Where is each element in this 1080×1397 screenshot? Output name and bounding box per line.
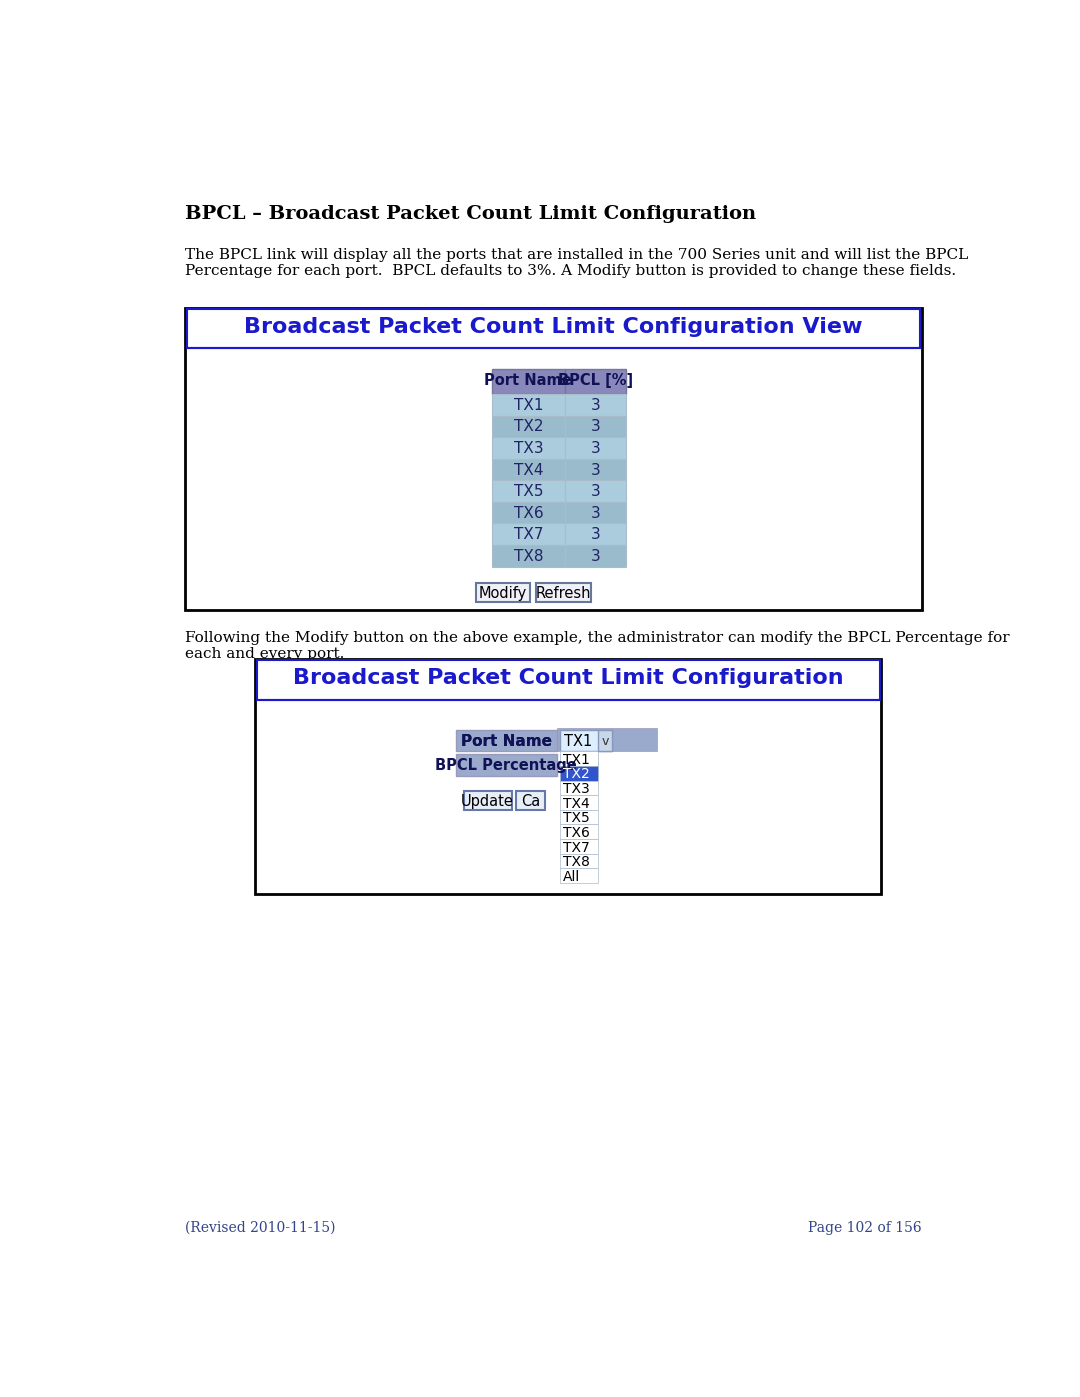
Bar bbox=[491, 437, 565, 458]
Bar bbox=[559, 752, 598, 766]
Bar bbox=[559, 854, 598, 869]
Bar bbox=[515, 791, 545, 810]
Text: TX4: TX4 bbox=[514, 462, 543, 478]
Text: TX1: TX1 bbox=[514, 398, 543, 414]
Text: TX5: TX5 bbox=[514, 485, 543, 499]
Text: Modify: Modify bbox=[480, 585, 527, 601]
Bar bbox=[187, 309, 920, 348]
Text: TX1: TX1 bbox=[565, 735, 593, 749]
Text: Update: Update bbox=[461, 795, 514, 809]
Bar bbox=[456, 729, 556, 752]
Text: BPCL [%]: BPCL [%] bbox=[557, 373, 633, 388]
Bar bbox=[565, 415, 625, 437]
Bar bbox=[491, 458, 565, 481]
Text: The BPCL link will display all the ports that are installed in the 700 Series un: The BPCL link will display all the ports… bbox=[186, 249, 969, 263]
Text: Ca: Ca bbox=[521, 795, 540, 809]
Text: v: v bbox=[602, 735, 609, 749]
Text: Broadcast Packet Count Limit Configuration View: Broadcast Packet Count Limit Configurati… bbox=[244, 317, 863, 337]
Bar bbox=[565, 481, 625, 502]
Bar bbox=[491, 545, 565, 567]
Bar bbox=[255, 659, 881, 894]
Bar bbox=[559, 824, 598, 840]
Bar bbox=[491, 415, 565, 437]
Bar bbox=[559, 810, 598, 824]
Bar bbox=[491, 481, 565, 502]
Text: BPCL – Broadcast Packet Count Limit Configuration: BPCL – Broadcast Packet Count Limit Conf… bbox=[186, 204, 756, 222]
Bar bbox=[559, 766, 598, 781]
Text: (Revised 2010-11-15): (Revised 2010-11-15) bbox=[186, 1221, 336, 1235]
Text: 3: 3 bbox=[591, 527, 600, 542]
Bar bbox=[565, 458, 625, 481]
Bar bbox=[556, 728, 658, 752]
Text: TX6: TX6 bbox=[563, 826, 590, 840]
Text: Port Name: Port Name bbox=[485, 373, 572, 388]
Bar bbox=[491, 394, 565, 415]
Bar bbox=[186, 307, 921, 609]
Text: TX7: TX7 bbox=[514, 527, 543, 542]
Text: 3: 3 bbox=[591, 398, 600, 414]
Bar bbox=[559, 781, 598, 795]
Text: 3: 3 bbox=[591, 419, 600, 434]
Text: 3: 3 bbox=[591, 441, 600, 455]
Text: Broadcast Packet Count Limit Configuration: Broadcast Packet Count Limit Configurati… bbox=[293, 668, 843, 689]
Text: 3: 3 bbox=[591, 485, 600, 499]
Text: TX7: TX7 bbox=[563, 841, 590, 855]
Bar bbox=[491, 369, 565, 394]
Bar bbox=[565, 502, 625, 524]
Bar bbox=[476, 584, 530, 602]
Bar bbox=[491, 502, 565, 524]
Bar bbox=[456, 754, 556, 775]
Bar bbox=[565, 524, 625, 545]
Text: TX6: TX6 bbox=[513, 506, 543, 521]
Bar bbox=[565, 437, 625, 458]
Text: BPCL Percentage: BPCL Percentage bbox=[435, 759, 577, 773]
Text: TX1: TX1 bbox=[563, 753, 590, 767]
Bar bbox=[491, 524, 565, 545]
Bar bbox=[537, 584, 591, 602]
Text: Following the Modify button on the above example, the administrator can modify t: Following the Modify button on the above… bbox=[186, 631, 1010, 645]
Text: All: All bbox=[563, 870, 580, 884]
Bar bbox=[565, 545, 625, 567]
Bar bbox=[598, 729, 612, 752]
Bar bbox=[257, 661, 880, 700]
Bar bbox=[565, 394, 625, 415]
Text: TX4: TX4 bbox=[563, 796, 590, 810]
Text: Percentage for each port.  BPCL defaults to 3%. A Modify button is provided to c: Percentage for each port. BPCL defaults … bbox=[186, 264, 957, 278]
Text: Port Name: Port Name bbox=[461, 733, 552, 749]
Text: TX8: TX8 bbox=[563, 855, 590, 869]
Text: 3: 3 bbox=[591, 462, 600, 478]
Text: TX5: TX5 bbox=[563, 812, 590, 826]
Bar bbox=[463, 791, 512, 810]
Bar bbox=[565, 369, 625, 394]
Bar bbox=[559, 795, 598, 810]
Text: TX2: TX2 bbox=[514, 419, 543, 434]
Text: TX3: TX3 bbox=[563, 782, 590, 796]
Text: 3: 3 bbox=[591, 549, 600, 564]
Text: each and every port.: each and every port. bbox=[186, 647, 345, 661]
Text: Port Name: Port Name bbox=[461, 733, 552, 749]
Text: Refresh: Refresh bbox=[536, 585, 592, 601]
Text: TX2: TX2 bbox=[563, 767, 590, 781]
Bar bbox=[559, 754, 598, 775]
Text: TX3: TX3 bbox=[513, 441, 543, 455]
Bar bbox=[559, 729, 612, 752]
Text: 3: 3 bbox=[591, 506, 600, 521]
Bar bbox=[559, 869, 598, 883]
Text: Page 102 of 156: Page 102 of 156 bbox=[808, 1221, 921, 1235]
Bar bbox=[559, 840, 598, 854]
Text: TX8: TX8 bbox=[514, 549, 543, 564]
